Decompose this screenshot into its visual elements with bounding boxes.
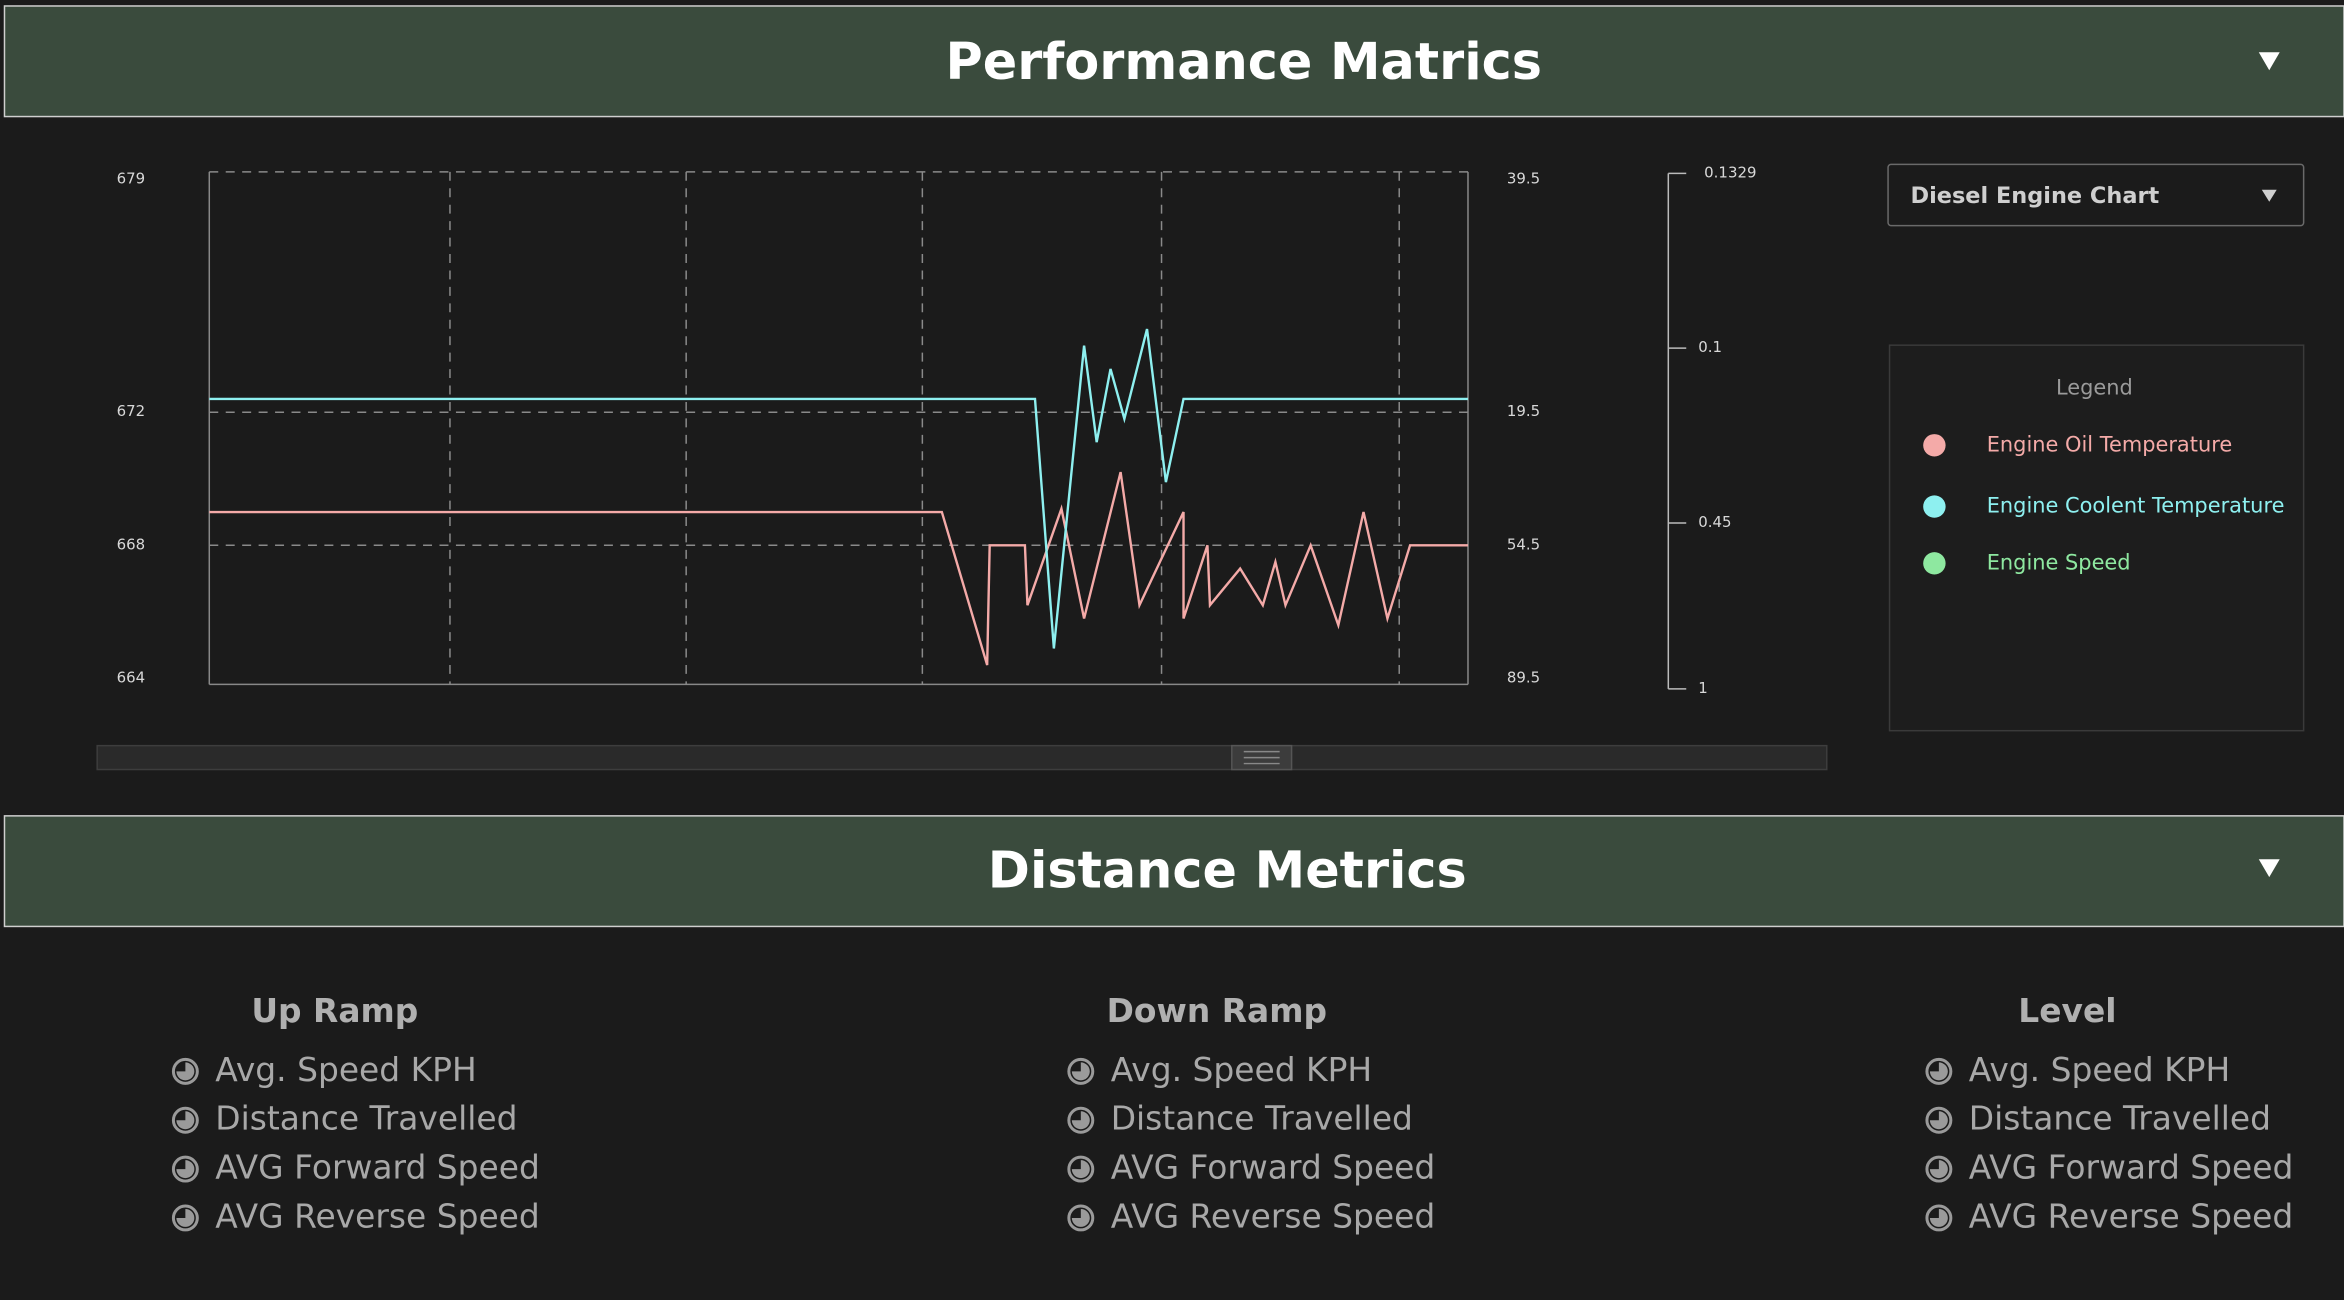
y2-tick-label: 54.5 [1507,535,1540,553]
metric-label: AVG Forward Speed [1111,1148,1436,1187]
timer-icon [1071,1111,1090,1130]
timer-icon [1925,1106,1953,1134]
y2-tick-label: 89.5 [1507,668,1540,686]
y3-tick-label: 1 [1698,679,1708,697]
y3-tick-label: 0.45 [1698,513,1731,531]
collapse-icon[interactable] [2258,859,2280,878]
section-header[interactable] [3,815,2344,928]
timer-icon [176,1209,195,1227]
data-line [209,471,1468,666]
chart-dropdown[interactable] [1887,163,2305,227]
y-tick-label: 664 [117,668,146,686]
legend-label: Engine Coolent Temperature [1987,494,2285,518]
legend-label: Engine Speed [1987,550,2131,574]
y3-tick-label: 0.1 [1698,338,1722,356]
metric-label: AVG Forward Speed [215,1148,540,1187]
timer-icon [171,1204,199,1232]
timer-icon [1067,1106,1095,1134]
timer-icon [1067,1204,1095,1232]
y3-tick-label: 0.1329 [1704,163,1756,181]
legend-box [1888,344,2305,732]
timer-icon [1067,1057,1095,1085]
timer-icon [1071,1160,1090,1179]
column-title: Up Ramp [251,991,418,1030]
timer-icon [176,1160,195,1179]
legend-swatch [1923,495,1946,518]
column-title: Down Ramp [1107,991,1327,1030]
timer-icon [176,1111,195,1130]
timer-icon [1071,1062,1090,1081]
y-tick-label: 668 [117,535,146,553]
metric-label: Avg. Speed KPH [1969,1050,2230,1089]
y2-tick-label: 39.5 [1507,169,1540,187]
y-tick-label: 679 [117,169,146,187]
metric-label: AVG Reverse Speed [1111,1196,1436,1235]
metric-label: Distance Travelled [1969,1099,2271,1138]
timer-icon [1925,1155,1953,1183]
scrollbar-grip [1243,750,1280,765]
metric-label: Distance Travelled [215,1099,517,1138]
metric-label: AVG Forward Speed [1969,1148,2294,1187]
dropdown-label: Diesel Engine Chart [1910,183,2159,209]
timer-icon [171,1057,199,1085]
dropdown-arrow [2261,189,2277,202]
timer-icon [1071,1209,1090,1227]
metric-label: Distance Travelled [1111,1099,1413,1138]
section-title: Performance Matrics [946,32,1542,91]
collapse-icon[interactable] [2258,52,2280,71]
data-line [209,328,1468,649]
timer-icon [1925,1204,1953,1232]
timer-icon [1929,1062,1948,1081]
metric-label: AVG Reverse Speed [1969,1196,2294,1235]
legend-swatch [1923,552,1946,575]
timer-icon [1067,1155,1095,1183]
legend-title: Legend [2056,375,2133,399]
scrollbar-track[interactable] [96,744,1828,771]
legend-label: Engine Oil Temperature [1987,432,2233,456]
timer-icon [171,1155,199,1183]
column-title: Level [2018,991,2116,1030]
distance-columns: Up Ramp Avg. Speed KPH Distance Travelled A… [171,991,2294,1235]
metric-label: Avg. Speed KPH [1111,1050,1372,1089]
timer-icon [176,1062,195,1081]
metric-label: AVG Reverse Speed [215,1196,540,1235]
timer-icon [171,1106,199,1134]
timer-icon [1925,1057,1953,1085]
y-tick-label: 672 [117,402,146,420]
chart: 679 672 668 664 39.5 19.5 54.5 89.5 0.1329 0.1 0.4… [117,163,2285,697]
timer-icon [1929,1111,1948,1130]
legend-swatch [1923,434,1946,457]
metric-label: Avg. Speed KPH [215,1050,476,1089]
timer-icon [1929,1160,1948,1179]
timer-icon [1929,1209,1948,1227]
section-title: Distance Metrics [988,841,1467,900]
section-header[interactable] [3,5,2344,118]
y2-tick-label: 19.5 [1507,402,1540,420]
